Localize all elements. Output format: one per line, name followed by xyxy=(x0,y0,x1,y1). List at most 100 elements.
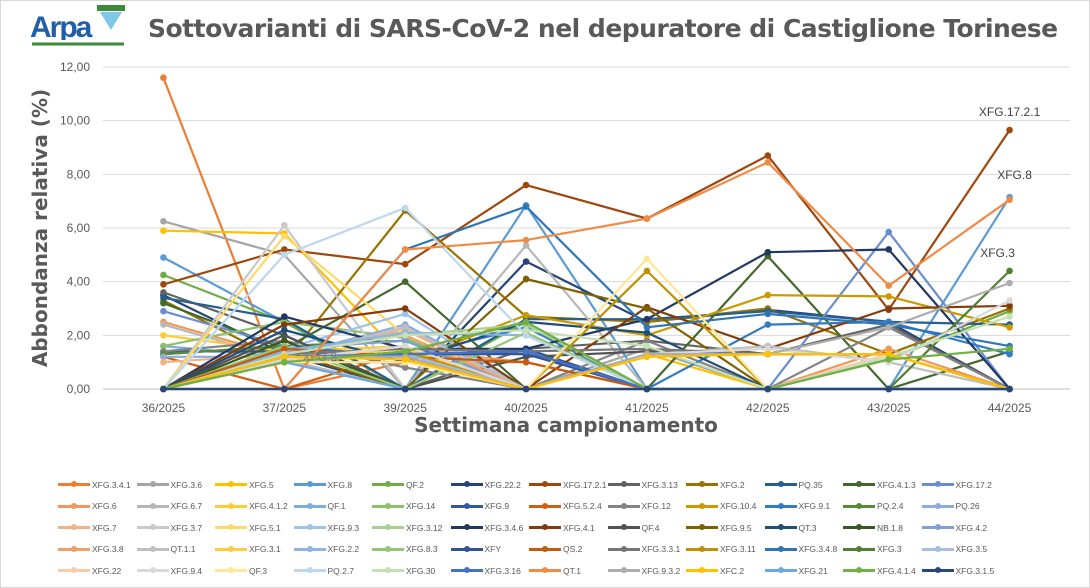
legend-label: QS.2 xyxy=(563,544,583,555)
data-point xyxy=(281,358,288,366)
data-point xyxy=(160,254,167,261)
legend-label: XFG.5 xyxy=(249,479,274,490)
legend-item: XFG.3.4.6 xyxy=(450,517,530,539)
legend-item: QF.2 xyxy=(372,474,451,496)
data-point xyxy=(522,358,530,366)
legend-swatch xyxy=(843,524,875,531)
data-point xyxy=(764,158,772,166)
data-point xyxy=(160,217,167,225)
data-point xyxy=(1006,302,1013,310)
legend-label: XFG.12 xyxy=(641,501,671,512)
legend-swatch xyxy=(215,502,247,509)
legend-label: PQ.2.7 xyxy=(327,565,354,576)
y-tick-label: 10,00 xyxy=(60,114,90,128)
legend-swatch xyxy=(921,502,954,509)
legend-item: XFG.2.2 xyxy=(293,539,373,561)
data-point xyxy=(1006,196,1013,204)
data-point xyxy=(522,385,530,393)
data-point xyxy=(281,337,288,345)
legend-label: XFG.21 xyxy=(798,565,828,576)
legend-item: XFG.22.2 xyxy=(450,474,530,496)
data-point xyxy=(1006,126,1013,134)
data-point xyxy=(522,181,530,189)
legend-swatch xyxy=(686,524,718,531)
legend-label: PQ.35 xyxy=(798,479,823,490)
data-point xyxy=(643,329,651,336)
legend-swatch xyxy=(136,481,169,488)
series-line xyxy=(163,296,1010,391)
legend-label: QF.4 xyxy=(641,522,660,533)
legend-label: XFG.3.5 xyxy=(955,544,988,555)
data-point xyxy=(764,248,772,256)
data-point xyxy=(522,258,530,265)
data-point xyxy=(160,299,167,307)
data-point xyxy=(1006,323,1013,331)
legend-item: XFG.4.1.4 xyxy=(843,560,922,582)
data-point xyxy=(1006,313,1013,320)
data-point xyxy=(885,305,892,312)
legend-item: XFG.17.2 xyxy=(921,474,1001,496)
legend-label: NB.1.8 xyxy=(877,522,903,533)
legend-swatch xyxy=(450,481,483,488)
data-point xyxy=(281,353,288,361)
data-point xyxy=(401,337,409,345)
data-point xyxy=(764,152,772,159)
data-point xyxy=(764,291,772,299)
legend-swatch xyxy=(764,567,797,574)
legend-item: XFG.10.4 xyxy=(686,496,765,518)
legend-swatch xyxy=(215,545,247,552)
legend-item: XFG.3.11 xyxy=(686,539,765,561)
legend-swatch xyxy=(607,502,640,509)
legend-label: XFG.9 xyxy=(484,501,510,512)
data-point xyxy=(401,332,409,339)
legend-label: XFG.6 xyxy=(92,501,117,512)
legend-label: XFG.3.8 xyxy=(92,544,124,555)
data-point xyxy=(643,353,651,361)
legend-swatch xyxy=(686,545,718,552)
legend-item: XFG.30 xyxy=(372,560,451,582)
data-point xyxy=(522,242,530,249)
legend-swatch xyxy=(843,502,875,509)
legend-label: XFG.4.1 xyxy=(563,522,595,533)
data-point xyxy=(281,385,288,393)
data-point xyxy=(885,228,892,236)
legend-item: XFG.5 xyxy=(215,474,294,496)
data-point xyxy=(522,326,530,334)
x-tick-label: 43/2025 xyxy=(867,401,911,415)
legend-label: XFG.10.4 xyxy=(720,501,757,512)
legend-swatch xyxy=(529,567,561,574)
data-point xyxy=(1006,385,1013,393)
legend-item: XFG.7 xyxy=(58,517,137,539)
data-point xyxy=(643,385,651,393)
legend-swatch xyxy=(293,524,326,531)
data-point xyxy=(885,293,892,300)
legend-swatch xyxy=(764,524,797,531)
legend-item: QF.3 xyxy=(215,560,294,582)
data-point xyxy=(643,323,651,331)
legend-item: XFG.9.4 xyxy=(136,560,216,582)
data-point xyxy=(401,342,409,350)
legend-swatch xyxy=(293,567,326,574)
legend-item: XFG.9.1 xyxy=(764,496,844,518)
data-point xyxy=(281,332,288,339)
data-point xyxy=(281,251,288,259)
legend-label: XFG.3.1 xyxy=(249,544,281,555)
legend-swatch xyxy=(686,502,718,509)
data-point xyxy=(643,267,651,275)
legend-item: XFG.9.3 xyxy=(293,517,373,539)
data-point xyxy=(643,337,651,345)
legend-swatch xyxy=(136,524,169,531)
legend-swatch xyxy=(450,502,483,509)
data-point xyxy=(885,356,892,363)
legend-label: XFG.4.1.3 xyxy=(877,479,916,490)
legend-item: XFG.3.13 xyxy=(607,474,687,496)
legend-item: PQ.35 xyxy=(764,474,844,496)
legend-label: XFG.3.13 xyxy=(641,479,678,490)
data-point xyxy=(764,385,772,393)
data-point xyxy=(281,321,288,328)
legend-swatch xyxy=(921,545,954,552)
legend-item: QF.4 xyxy=(607,517,687,539)
data-point xyxy=(522,332,530,339)
x-tick-labels: 36/2025 37/2025 39/2025 40/2025 41/2025 42/20… xyxy=(142,401,1032,415)
data-point xyxy=(643,255,651,263)
